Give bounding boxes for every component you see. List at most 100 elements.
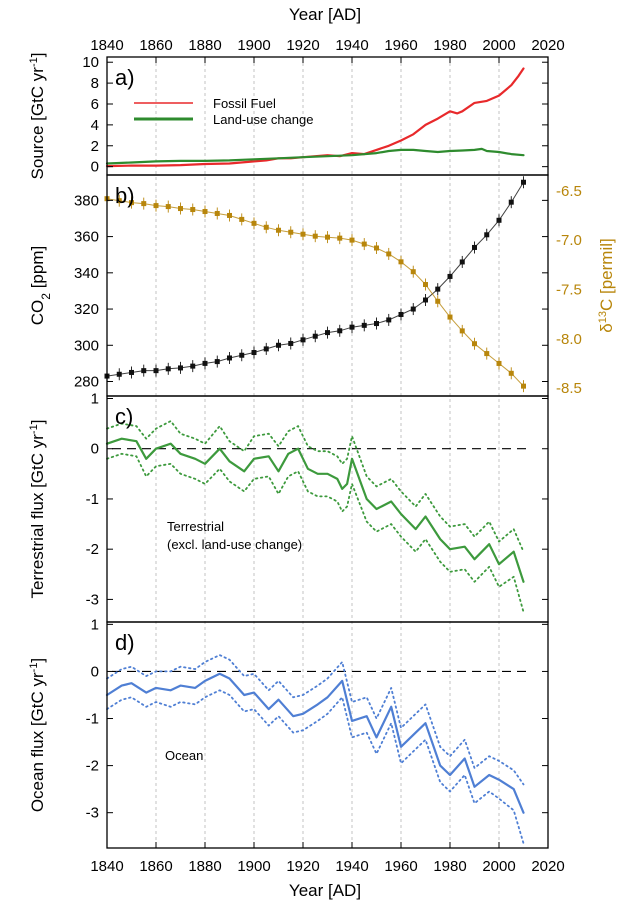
top-x-axis-title: Year [AD] bbox=[289, 5, 361, 24]
data-point bbox=[312, 333, 318, 339]
top-x-tick-label: 1960 bbox=[384, 37, 417, 54]
data-point bbox=[190, 363, 196, 369]
data-point bbox=[263, 346, 269, 352]
data-point bbox=[325, 330, 330, 336]
data-layer bbox=[104, 67, 530, 845]
bottom-x-tick-label: 1840 bbox=[90, 858, 123, 875]
data-point bbox=[447, 273, 453, 279]
data-point bbox=[227, 212, 232, 218]
data-point bbox=[484, 351, 490, 357]
y-tick-label: 380 bbox=[74, 192, 99, 209]
data-point bbox=[435, 298, 441, 304]
data-point bbox=[459, 328, 465, 334]
data-point bbox=[116, 198, 122, 204]
data-point bbox=[484, 232, 490, 238]
y-tick-label: 10 bbox=[82, 54, 99, 71]
data-point bbox=[447, 314, 453, 320]
panel-frame bbox=[106, 174, 549, 397]
right-y-axis-title: δ13C [permil] bbox=[597, 238, 616, 332]
data-point bbox=[386, 317, 392, 323]
data-point bbox=[349, 324, 355, 330]
data-point bbox=[337, 235, 343, 241]
y-tick-label: 320 bbox=[74, 301, 99, 318]
top-x-tick-label: 1900 bbox=[237, 37, 270, 54]
series-line bbox=[106, 689, 525, 845]
right-y-tick-label: -8.5 bbox=[556, 380, 582, 397]
data-point bbox=[410, 306, 416, 312]
legend-label: Fossil Fuel bbox=[213, 96, 276, 111]
series-curve bbox=[106, 198, 524, 387]
bottom-x-axis-title: Year [AD] bbox=[289, 881, 361, 900]
data-point bbox=[227, 355, 232, 361]
data-point bbox=[374, 245, 379, 251]
bottom-x-tick-label: 2020 bbox=[531, 858, 564, 875]
data-point bbox=[251, 350, 257, 356]
data-point bbox=[263, 224, 269, 230]
y-tick-label: 1 bbox=[91, 616, 99, 633]
series-line bbox=[106, 420, 525, 553]
data-point bbox=[288, 229, 294, 235]
series-line bbox=[105, 147, 525, 165]
data-point bbox=[508, 199, 514, 205]
y-tick-label: 360 bbox=[74, 229, 99, 246]
panel-label: c) bbox=[115, 404, 133, 429]
data-point bbox=[325, 234, 330, 240]
panel-label: b) bbox=[115, 183, 135, 208]
data-point bbox=[153, 203, 159, 209]
top-x-tick-label: 1880 bbox=[188, 37, 221, 54]
data-point bbox=[361, 322, 367, 328]
data-point bbox=[349, 237, 355, 243]
data-point bbox=[496, 360, 502, 366]
top-x-tick-label: 2020 bbox=[531, 37, 564, 54]
data-point bbox=[165, 204, 171, 210]
data-point bbox=[178, 206, 183, 212]
label-layer: Year [AD] Year [AD] 18401840186018601880… bbox=[28, 5, 616, 900]
top-x-tick-label: 1840 bbox=[90, 37, 123, 54]
data-point bbox=[521, 179, 526, 185]
data-point bbox=[202, 209, 208, 215]
data-point bbox=[386, 251, 392, 257]
data-point bbox=[129, 369, 134, 375]
data-point bbox=[508, 370, 514, 376]
data-point bbox=[116, 371, 122, 377]
y-tick-label: 8 bbox=[91, 75, 99, 92]
panel-frame bbox=[106, 395, 549, 623]
y-tick-label: 300 bbox=[74, 337, 99, 354]
y-tick-label: 0 bbox=[91, 441, 99, 458]
bottom-x-tick-label: 1900 bbox=[237, 858, 270, 875]
y-tick-label: -3 bbox=[86, 805, 99, 822]
right-y-tick-label: -7.0 bbox=[556, 232, 582, 249]
bottom-x-tick-label: 1980 bbox=[433, 858, 466, 875]
y-tick-label: -3 bbox=[86, 591, 99, 608]
y-tick-label: 280 bbox=[74, 374, 99, 391]
y-tick-label: 1 bbox=[91, 391, 99, 408]
left-y-axis-title: Terrestrial flux [GtC yr-1] bbox=[28, 420, 47, 599]
bottom-x-tick-label: 1960 bbox=[384, 858, 417, 875]
data-point bbox=[300, 337, 306, 343]
left-y-axis-title: Ocean flux [GtC yr-1] bbox=[28, 658, 47, 812]
data-point bbox=[398, 311, 404, 317]
series-curve bbox=[106, 181, 524, 377]
annotation-text: Ocean bbox=[165, 748, 203, 763]
y-tick-label: -2 bbox=[86, 541, 99, 558]
legend-label: Land-use change bbox=[213, 112, 313, 127]
bottom-x-tick-label: 1880 bbox=[188, 858, 221, 875]
data-point bbox=[312, 233, 318, 239]
data-point bbox=[251, 220, 257, 226]
left-y-axis-title: Source [GtC yr-1] bbox=[28, 53, 47, 180]
bottom-x-tick-label: 1860 bbox=[139, 858, 172, 875]
bottom-x-tick-label: 2000 bbox=[482, 858, 515, 875]
top-x-tick-label: 1860 bbox=[139, 37, 172, 54]
panel-label: d) bbox=[115, 630, 135, 655]
series-line bbox=[106, 452, 525, 613]
y-tick-label: 0 bbox=[91, 663, 99, 680]
data-point bbox=[398, 259, 404, 265]
data-point bbox=[361, 241, 367, 247]
data-point bbox=[337, 328, 343, 334]
data-point bbox=[165, 366, 171, 372]
data-point bbox=[472, 341, 477, 347]
top-x-tick-label: 1920 bbox=[286, 37, 319, 54]
data-point bbox=[410, 269, 416, 275]
y-tick-label: 6 bbox=[91, 96, 99, 113]
